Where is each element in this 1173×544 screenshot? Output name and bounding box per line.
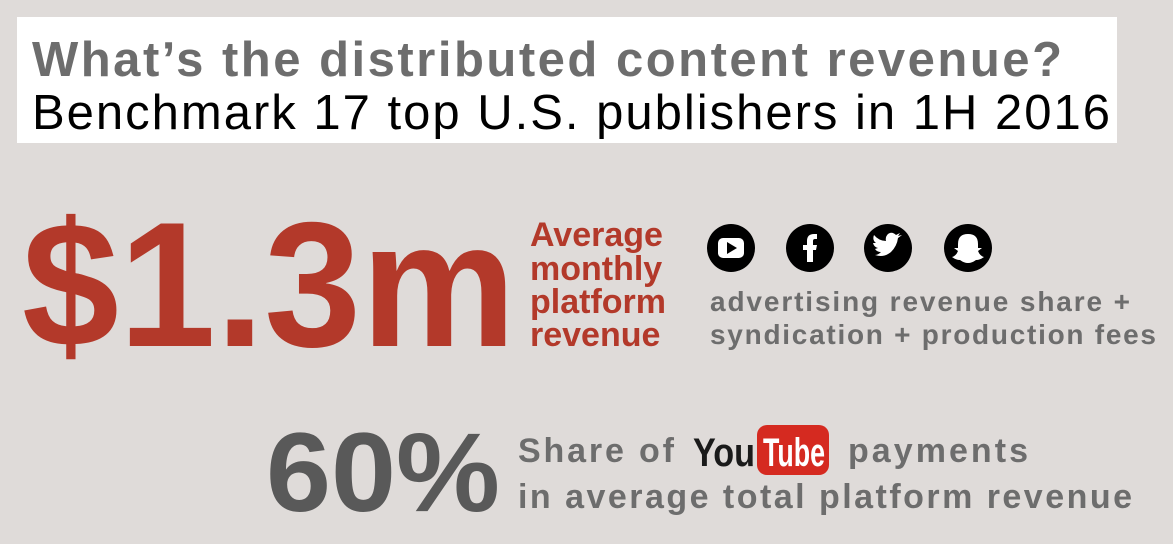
stat2-text: in average total platform revenue bbox=[518, 478, 1132, 516]
facebook-icon bbox=[786, 224, 834, 272]
stat-label-line: platform bbox=[530, 283, 666, 321]
twitter-icon bbox=[864, 224, 912, 272]
big-stat: $1.3m bbox=[22, 185, 516, 384]
youtube-logo-you: You bbox=[693, 431, 755, 475]
subtitle: Benchmark 17 top U.S. publishers in 1H 2… bbox=[32, 86, 1110, 140]
second-stat: 60% bbox=[266, 410, 500, 535]
title: What’s the distributed content revenue? bbox=[32, 33, 1062, 87]
stat-label-line: monthly bbox=[530, 250, 662, 288]
youtube-icon bbox=[707, 224, 755, 272]
header-box bbox=[17, 17, 1117, 143]
snapchat-icon bbox=[944, 224, 992, 272]
note-line: advertising revenue share + bbox=[710, 286, 1130, 317]
stat-label-line: revenue bbox=[530, 316, 660, 354]
stat2-text: Share of bbox=[518, 432, 675, 470]
youtube-logo-box bbox=[757, 425, 829, 475]
note-line: syndication + production fees bbox=[710, 319, 1156, 350]
youtube-logo-tube: Tube bbox=[763, 431, 825, 475]
stat-label-line: Average bbox=[530, 216, 663, 254]
stat2-text: payments bbox=[848, 432, 1028, 470]
